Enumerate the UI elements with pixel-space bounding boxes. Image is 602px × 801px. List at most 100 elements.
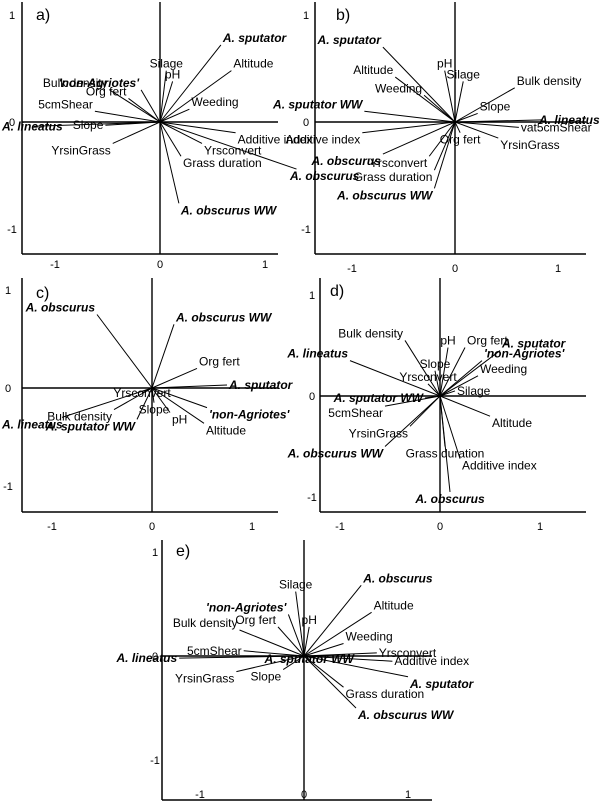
x-tick-label: 1 <box>537 521 543 533</box>
vector-label-ph: pH <box>437 57 452 71</box>
vector-label-a-obscurus: A. obscurus <box>414 492 485 506</box>
y-tick-label: 0 <box>5 383 11 395</box>
vector-label-a-obscurus-ww: A. obscurus WW <box>175 310 273 324</box>
vector-slope <box>151 387 155 403</box>
vector-label-additive-index: Additive index <box>238 133 313 147</box>
vector-label-org-fert: Org fert <box>467 334 508 348</box>
vector-org-fert <box>128 98 161 123</box>
vector-weeding <box>423 94 456 123</box>
vector-label-a-obscurus-ww: A. obscurus WW <box>357 708 455 722</box>
x-tick-label: -1 <box>50 259 60 271</box>
y-tick-label: 1 <box>309 290 315 302</box>
vector-label-silage: Silage <box>447 67 481 81</box>
vector-bulk-density <box>109 89 161 123</box>
vector-bulk-density <box>404 340 441 397</box>
vector-label-org-fert: Org fert <box>440 133 481 147</box>
vector-non-agriotes <box>287 614 305 657</box>
vector-bulk-density <box>239 629 305 657</box>
y-tick-label: -1 <box>7 224 17 236</box>
vector-a-obscurus-ww <box>384 395 441 447</box>
vector-a-obscurus-ww <box>151 324 175 389</box>
vector-label-additive-index: Additive index <box>286 133 361 147</box>
vector-label-grass-duration: Grass duration <box>406 447 485 461</box>
vector-label-org-fert: Org fert <box>199 354 240 368</box>
vector-label-weeding: Weeding <box>346 630 393 644</box>
y-tick-label: -1 <box>150 755 160 767</box>
vector-label-a-lineatus: A. lineatus <box>1 417 63 431</box>
vector-org-fert <box>277 626 305 657</box>
vector-a-sputator <box>151 384 228 389</box>
vector-label-a-sputator: A. sputator <box>501 337 567 351</box>
vector-ph <box>159 81 174 123</box>
y-tick-label: 1 <box>303 10 309 22</box>
vector-5cmshear <box>94 110 161 123</box>
vector-label-grass-duration: Grass duration <box>346 687 425 701</box>
vector-additive-index <box>303 655 393 662</box>
vector-org-fert <box>439 347 466 397</box>
vector-label-a-sputator: A. sputator <box>409 677 475 691</box>
vector-label-ph: pH <box>165 67 180 81</box>
vector-weeding <box>159 108 190 123</box>
vector-label-a-obscurus-ww: A. obscurus WW <box>180 203 278 217</box>
vector-a-obscurus-ww <box>433 121 456 189</box>
vector-label-additive-index: Additive index <box>462 459 537 473</box>
vector-label-a-obscurus: A. obscurus <box>311 154 382 168</box>
vector-a-obscurus-ww <box>303 655 357 709</box>
vector-a-obscurus <box>303 584 362 657</box>
vector-a-sputator <box>439 350 501 397</box>
x-tick-label: 1 <box>405 789 411 801</box>
y-tick-label: 1 <box>9 10 15 22</box>
x-tick-label: 0 <box>301 789 307 801</box>
vector-slope <box>434 370 441 397</box>
vector-label-yrsconvert: Yrsconvert <box>379 646 437 660</box>
vector-silage <box>159 70 167 123</box>
vector-slope <box>454 112 478 123</box>
vector-yrsingrass <box>112 121 161 144</box>
vector-a-lineatus <box>454 119 543 123</box>
vector-additive-index <box>439 395 461 459</box>
vector-bulk-density <box>454 87 515 123</box>
vector-5cmshear <box>243 650 305 657</box>
vector-label-yrsingrass: YrsinGrass <box>175 672 234 686</box>
vector-a-sputator <box>159 44 222 123</box>
vector-label-yrsingrass: YrsinGrass <box>349 426 408 440</box>
panel-c: c) -1 0 1 1 0 -1 A. obscurus A. obscurus WW Org f… <box>1 278 294 533</box>
y-tick-label: -1 <box>301 224 311 236</box>
vector-label-vat5cmshear: vat5cmShear <box>521 120 592 134</box>
x-tick-label: 0 <box>437 521 443 533</box>
vector-label-a-obscurus: A. obscurus <box>362 571 433 585</box>
vector-silage <box>295 591 305 657</box>
vector-label-slope: Slope <box>420 357 451 371</box>
vector-label-weeding: Weeding <box>375 81 422 95</box>
vector-a-sputator-ww <box>364 110 456 123</box>
vector-silage <box>454 81 464 123</box>
vector-altitude <box>439 395 491 417</box>
vector-label-silage: Silage <box>457 384 491 398</box>
x-tick-label: -1 <box>47 521 57 533</box>
vector-label-altitude: Altitude <box>233 57 273 71</box>
y-tick-label: 0 <box>309 391 315 403</box>
vector-non-agriotes <box>439 360 483 397</box>
vector-label-a-sputator-ww: A. sputator WW <box>45 419 137 433</box>
vector-additive-index <box>159 121 236 134</box>
vector-label-a-obscurus: A. obscurus <box>289 169 360 183</box>
vector-ph <box>439 347 449 397</box>
vector-label-a-lineatus: A. lineatus <box>1 119 63 133</box>
vector-label-a-lineatus: A. lineatus <box>116 651 178 665</box>
vector-a-sputator-ww <box>136 387 153 420</box>
vector-label-org-fert: Org fert <box>86 84 127 98</box>
vector-label-slope: Slope <box>250 670 281 684</box>
vector-a-lineatus <box>33 121 161 127</box>
vector-org-fert <box>454 121 461 133</box>
vector-yrsingrass <box>236 655 305 673</box>
vector-non-agriotes <box>151 387 208 409</box>
vector-ph <box>151 387 171 413</box>
vector-label-non-agriotes: 'non-Agriotes' <box>59 76 141 90</box>
vector-yrsconvert <box>427 383 441 397</box>
vector-label-5cmshear: 5cmShear <box>328 406 383 420</box>
vector-a-obscurus <box>159 121 297 170</box>
vector-ph <box>444 70 456 123</box>
y-tick-label: -1 <box>307 492 317 504</box>
vector-label-silage: Silage <box>150 57 184 71</box>
